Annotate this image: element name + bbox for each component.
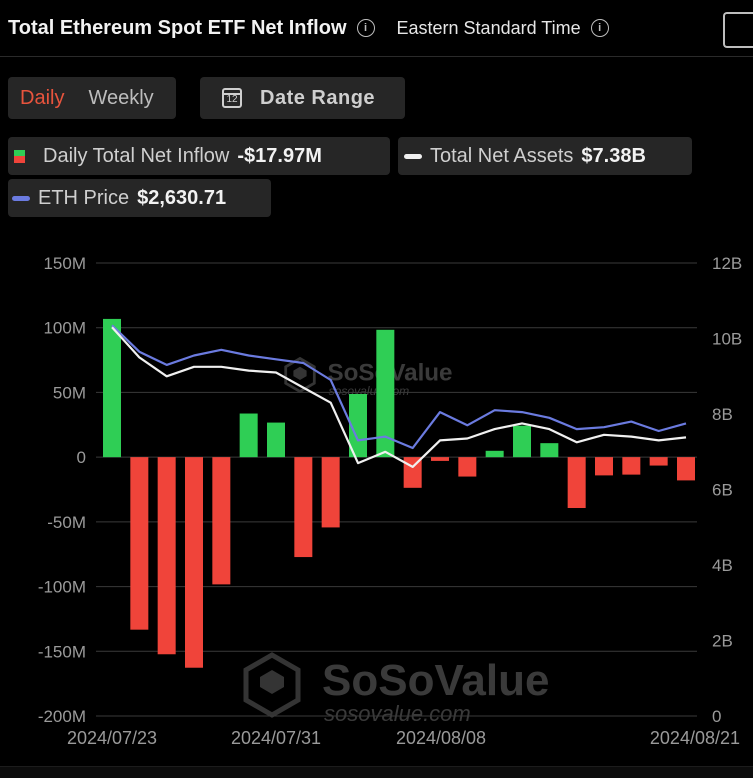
y-axis-left: 150M 100M 50M 0 -50M -100M -150M -200M	[38, 254, 86, 726]
watermark: SoSoValuesosovalue.comSoSoValuesosovalue…	[243, 356, 549, 726]
interval-tabs: Daily Weekly	[8, 77, 176, 119]
y-tick-label-left: 0	[77, 448, 86, 467]
chart-header: Total Ethereum Spot ETF Net Inflow i Eas…	[0, 0, 753, 57]
legend-inflow[interactable]: Daily Total Net Inflow -$17.97M	[8, 137, 390, 175]
inflow-swatch-icon	[14, 149, 25, 163]
inflow-bar	[376, 329, 395, 458]
date-range-label: Date Range	[260, 86, 376, 109]
x-tick-label: 2024/08/21	[650, 728, 740, 748]
watermark-logo-icon	[284, 356, 316, 394]
y-tick-label-right: 12B	[712, 254, 742, 273]
y-tick-label-left: -50M	[47, 513, 86, 532]
y-tick-label-right: 8B	[712, 405, 733, 424]
watermark-url: sosovalue.com	[329, 384, 410, 398]
x-tick-label: 2024/07/23	[67, 728, 157, 748]
y-tick-label-left: 150M	[43, 254, 86, 273]
watermark-logo-mark	[293, 366, 307, 380]
legend-price-value: $2,630.71	[137, 186, 227, 209]
y-tick-label-right: 4B	[712, 556, 733, 575]
y-tick-label-left: -150M	[38, 642, 86, 661]
expand-icon[interactable]	[723, 12, 753, 48]
price-swatch-icon	[12, 195, 30, 201]
y-axis-right: 12B 10B 8B 6B 4B 2B 0	[712, 254, 742, 726]
inflow-bar	[677, 457, 695, 481]
assets-line	[111, 326, 687, 468]
watermark-brand: SoSoValue	[322, 656, 549, 705]
legend-inflow-value: -$17.97M	[237, 144, 322, 167]
watermark-url: sosovalue.com	[324, 701, 471, 726]
y-tick-label-left: -200M	[38, 707, 86, 726]
legend-assets-value: $7.38B	[581, 144, 646, 167]
inflow-bar	[649, 457, 668, 466]
x-tick-label: 2024/07/31	[231, 728, 321, 748]
watermark-logo-mark	[260, 670, 284, 694]
timezone-info-icon[interactable]: i	[590, 19, 609, 37]
inflow-bar	[239, 413, 258, 458]
calendar-icon: 12	[222, 88, 242, 108]
inflow-bar	[267, 422, 285, 458]
legend-price-label: ETH Price	[38, 186, 130, 209]
inflow-bar	[321, 457, 340, 528]
date-range-button[interactable]: 12 Date Range	[200, 77, 405, 119]
bottom-strip	[0, 766, 753, 778]
info-icon[interactable]: i	[356, 19, 375, 37]
timezone-label: Eastern Standard Time	[396, 17, 581, 38]
inflow-bar	[485, 450, 504, 458]
inflow-bar	[540, 443, 559, 458]
y-tick-label-left: 100M	[43, 319, 86, 338]
inflow-bar	[130, 457, 149, 630]
legend-price[interactable]: ETH Price $2,630.71	[8, 179, 271, 217]
tab-weekly[interactable]: Weekly	[88, 86, 154, 109]
inflow-bar	[212, 457, 231, 585]
x-tick-label: 2024/08/08	[396, 728, 486, 748]
inflow-bar	[567, 457, 586, 509]
chart-title: Total Ethereum Spot ETF Net Inflow	[8, 16, 347, 39]
inflow-bar	[103, 318, 121, 458]
y-tick-label-left: 50M	[53, 383, 86, 402]
inflow-bar	[513, 425, 531, 458]
line-series	[111, 324, 687, 468]
tab-daily[interactable]: Daily	[20, 86, 65, 109]
y-tick-label-right: 10B	[712, 330, 742, 349]
y-tick-label-left: -100M	[38, 578, 86, 597]
inflow-bar	[349, 393, 367, 458]
y-tick-label-right: 2B	[712, 632, 733, 651]
inflow-bar	[595, 457, 613, 476]
y-tick-label-right: 6B	[712, 481, 733, 500]
inflow-bar	[622, 457, 641, 475]
inflow-bar	[458, 457, 477, 477]
inflow-bar	[185, 457, 203, 668]
inflow-bars	[103, 318, 695, 668]
price-line	[111, 324, 687, 450]
legend-assets[interactable]: Total Net Assets $7.38B	[398, 137, 692, 175]
chart-area[interactable]: SoSoValuesosovalue.comSoSoValuesosovalue…	[0, 240, 753, 760]
inflow-bar	[431, 457, 449, 461]
inflow-bar	[157, 457, 176, 655]
legend-inflow-label: Daily Total Net Inflow	[43, 144, 230, 167]
legend-assets-label: Total Net Assets	[430, 144, 574, 167]
y-tick-label-right: 0	[712, 707, 721, 726]
watermark-logo-icon	[243, 652, 301, 718]
assets-swatch-icon	[404, 153, 422, 159]
x-axis: 2024/07/23 2024/07/31 2024/08/08 2024/08/21	[67, 728, 740, 748]
inflow-bar	[294, 457, 313, 558]
